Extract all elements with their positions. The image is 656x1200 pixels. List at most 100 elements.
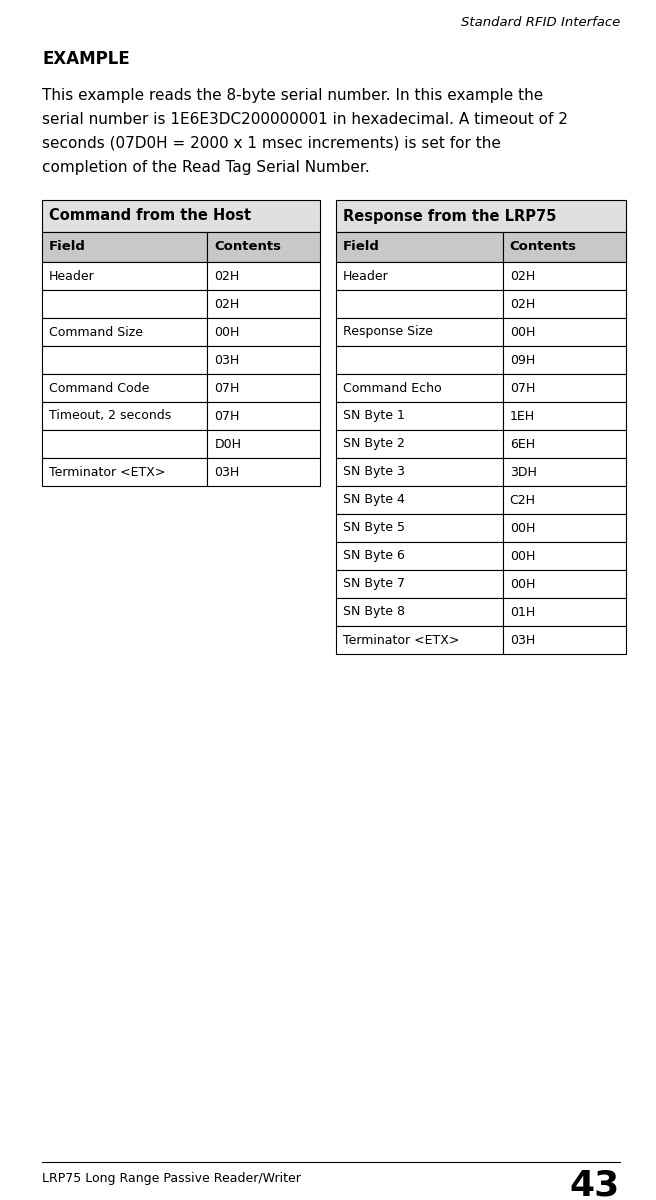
Bar <box>207 430 320 458</box>
Bar <box>502 542 626 570</box>
Text: 6EH: 6EH <box>510 438 535 450</box>
Bar <box>42 430 207 458</box>
Text: SN Byte 2: SN Byte 2 <box>343 438 405 450</box>
Bar <box>502 232 626 262</box>
Bar <box>207 374 320 402</box>
Bar <box>336 346 502 374</box>
Bar <box>336 598 502 626</box>
Bar <box>502 626 626 654</box>
Text: completion of the Read Tag Serial Number.: completion of the Read Tag Serial Number… <box>42 160 370 175</box>
Bar <box>336 570 502 598</box>
Text: Timeout, 2 seconds: Timeout, 2 seconds <box>49 409 171 422</box>
Bar <box>336 262 502 290</box>
Text: EXAMPLE: EXAMPLE <box>42 50 130 68</box>
Text: Response from the LRP75: Response from the LRP75 <box>343 209 556 223</box>
Bar <box>336 232 502 262</box>
Bar <box>336 514 502 542</box>
Bar <box>336 430 502 458</box>
Text: SN Byte 1: SN Byte 1 <box>343 409 405 422</box>
Bar <box>42 262 207 290</box>
Text: 07H: 07H <box>215 409 240 422</box>
Bar <box>207 232 320 262</box>
Text: SN Byte 5: SN Byte 5 <box>343 522 405 534</box>
Text: Contents: Contents <box>215 240 281 253</box>
Text: 1EH: 1EH <box>510 409 535 422</box>
Text: 00H: 00H <box>510 522 535 534</box>
Bar <box>207 402 320 430</box>
Bar <box>336 374 502 402</box>
Bar <box>42 232 207 262</box>
Text: seconds (07D0H = 2000 x 1 msec increments) is set for the: seconds (07D0H = 2000 x 1 msec increment… <box>42 136 501 151</box>
Bar <box>207 458 320 486</box>
Bar <box>207 262 320 290</box>
Text: LRP75 Long Range Passive Reader/Writer: LRP75 Long Range Passive Reader/Writer <box>42 1172 301 1186</box>
Bar <box>502 458 626 486</box>
Text: 07H: 07H <box>215 382 240 395</box>
Bar <box>502 486 626 514</box>
Text: 03H: 03H <box>215 466 239 479</box>
Text: Terminator <ETX>: Terminator <ETX> <box>49 466 165 479</box>
Bar <box>42 374 207 402</box>
Text: SN Byte 8: SN Byte 8 <box>343 606 405 618</box>
Text: 02H: 02H <box>215 298 239 311</box>
Bar <box>42 402 207 430</box>
Bar <box>336 542 502 570</box>
Text: Header: Header <box>343 270 389 282</box>
Bar <box>42 458 207 486</box>
Text: SN Byte 7: SN Byte 7 <box>343 577 405 590</box>
Text: Field: Field <box>343 240 380 253</box>
Text: 00H: 00H <box>510 325 535 338</box>
Text: 00H: 00H <box>510 550 535 563</box>
Bar <box>502 318 626 346</box>
Bar <box>502 598 626 626</box>
Bar <box>42 200 320 232</box>
Bar <box>502 346 626 374</box>
Text: 02H: 02H <box>215 270 239 282</box>
Text: Command Code: Command Code <box>49 382 150 395</box>
Text: 02H: 02H <box>510 270 535 282</box>
Text: Contents: Contents <box>510 240 577 253</box>
Bar <box>502 514 626 542</box>
Bar <box>207 318 320 346</box>
Bar <box>336 318 502 346</box>
Text: C2H: C2H <box>510 493 536 506</box>
Bar <box>336 402 502 430</box>
Text: Response Size: Response Size <box>343 325 433 338</box>
Bar <box>207 346 320 374</box>
Bar <box>42 318 207 346</box>
Bar <box>42 346 207 374</box>
Bar <box>502 374 626 402</box>
Bar <box>336 486 502 514</box>
Text: 03H: 03H <box>215 354 239 366</box>
Text: 02H: 02H <box>510 298 535 311</box>
Bar <box>502 402 626 430</box>
Text: D0H: D0H <box>215 438 241 450</box>
Text: Command from the Host: Command from the Host <box>49 209 251 223</box>
Bar <box>336 200 626 232</box>
Text: SN Byte 3: SN Byte 3 <box>343 466 405 479</box>
Bar <box>207 290 320 318</box>
Text: SN Byte 4: SN Byte 4 <box>343 493 405 506</box>
Bar <box>42 290 207 318</box>
Bar <box>336 458 502 486</box>
Text: 07H: 07H <box>510 382 535 395</box>
Bar <box>502 290 626 318</box>
Text: 09H: 09H <box>510 354 535 366</box>
Text: Command Echo: Command Echo <box>343 382 441 395</box>
Text: 43: 43 <box>570 1168 620 1200</box>
Text: 03H: 03H <box>510 634 535 647</box>
Text: 00H: 00H <box>215 325 240 338</box>
Text: SN Byte 6: SN Byte 6 <box>343 550 405 563</box>
Text: Field: Field <box>49 240 86 253</box>
Text: 00H: 00H <box>510 577 535 590</box>
Bar <box>502 430 626 458</box>
Text: Standard RFID Interface: Standard RFID Interface <box>461 16 620 29</box>
Text: Terminator <ETX>: Terminator <ETX> <box>343 634 459 647</box>
Text: serial number is 1E6E3DC200000001 in hexadecimal. A timeout of 2: serial number is 1E6E3DC200000001 in hex… <box>42 112 568 127</box>
Bar <box>336 290 502 318</box>
Text: Header: Header <box>49 270 94 282</box>
Bar <box>502 570 626 598</box>
Bar <box>336 626 502 654</box>
Bar <box>502 262 626 290</box>
Text: 01H: 01H <box>510 606 535 618</box>
